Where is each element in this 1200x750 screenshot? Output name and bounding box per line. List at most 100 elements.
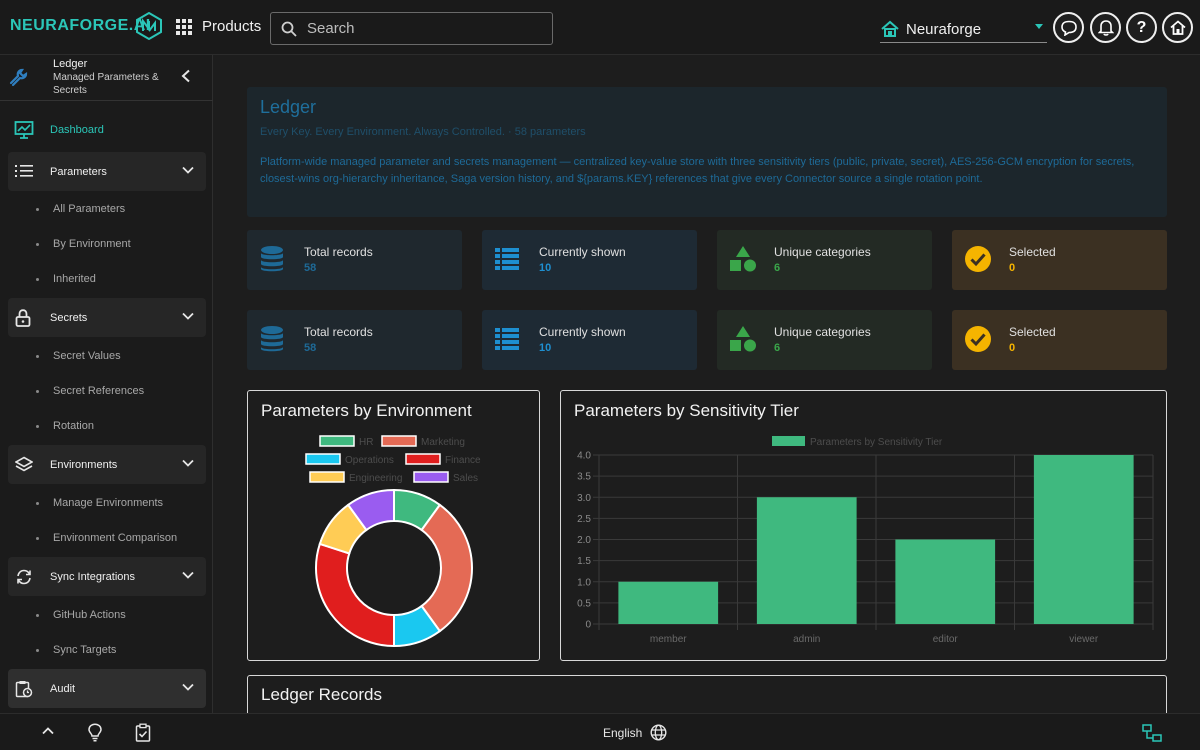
sidebar-item-label: GitHub Actions: [53, 609, 126, 621]
stat-card-selected: Selected 0: [952, 230, 1167, 290]
legend-swatch[interactable]: [405, 453, 441, 465]
table-icon: [494, 325, 520, 356]
sidebar-group-label: Parameters: [50, 165, 107, 178]
sidebar-item-label: By Environment: [53, 238, 131, 250]
bar-admin[interactable]: [756, 497, 857, 624]
legend-swatch[interactable]: [309, 471, 345, 483]
stat-card-currently-shown: Currently shown 10: [482, 230, 697, 290]
sidebar-group-audit[interactable]: Audit: [8, 669, 206, 708]
x-tick-label: admin: [793, 634, 820, 645]
search-box[interactable]: [270, 12, 553, 45]
sidebar-item-dashboard[interactable]: Dashboard: [8, 115, 206, 145]
network-devices-icon[interactable]: [1142, 723, 1162, 743]
sidebar-item-rotation[interactable]: Rotation: [36, 420, 94, 432]
legend-swatch[interactable]: [381, 435, 417, 447]
legend-swatch[interactable]: [413, 471, 449, 483]
layers-icon: [15, 456, 33, 472]
collapse-sidebar-icon[interactable]: [180, 69, 192, 83]
page-description: Platform-wide managed parameter and secr…: [260, 156, 1135, 185]
stat-card-unique-categories: Unique categories 6: [717, 230, 932, 290]
legend-swatch[interactable]: [772, 436, 805, 446]
database-icon: [259, 245, 285, 278]
legend-label[interactable]: Finance: [445, 455, 481, 466]
bar-member[interactable]: [618, 581, 719, 624]
sidebar-item-by-environment[interactable]: By Environment: [36, 238, 131, 250]
sidebar-group-label: Sync Integrations: [50, 570, 135, 583]
list-icon: [15, 165, 33, 177]
stat-card-total-records: Total records 58: [247, 310, 462, 370]
bar-editor[interactable]: [895, 539, 996, 625]
legend-swatch[interactable]: [305, 453, 341, 465]
stat-label: Currently shown: [539, 245, 626, 259]
sidebar-group-environments[interactable]: Environments: [8, 445, 206, 484]
sidebar-item-label: Inherited: [53, 273, 96, 285]
monitor-icon: [14, 121, 34, 139]
sidebar-item-label: Rotation: [53, 420, 94, 432]
chevron-up-icon[interactable]: [42, 727, 54, 735]
sidebar-item-label: Secret Values: [53, 350, 121, 362]
bottom-bar: English: [0, 713, 1200, 750]
question-mark-icon: ?: [1136, 18, 1147, 36]
sidebar-group-secrets[interactable]: Secrets: [8, 298, 206, 337]
sensitivity-chart-card: Parameters by Sensitivity Tier Parameter…: [560, 390, 1167, 661]
bell-icon: [1097, 20, 1114, 36]
legend-label[interactable]: Engineering: [349, 473, 402, 484]
legend-label[interactable]: HR: [359, 437, 373, 448]
legend-label[interactable]: Sales: [453, 473, 478, 484]
sidebar-item-label: Dashboard: [50, 124, 104, 136]
sidebar-group-parameters[interactable]: Parameters: [8, 152, 206, 191]
chevron-down-icon: [182, 312, 194, 320]
help-button[interactable]: ?: [1126, 12, 1157, 43]
bar-viewer[interactable]: [1033, 455, 1134, 624]
products-menu[interactable]: Products: [176, 18, 261, 35]
sidebar-item-secret-references[interactable]: Secret References: [36, 385, 144, 397]
chat-button[interactable]: [1053, 12, 1084, 43]
brand-logo[interactable]: NEURAFORGE.AI: [10, 17, 151, 34]
lightbulb-icon[interactable]: [87, 723, 103, 742]
sidebar-item-manage-environments[interactable]: Manage Environments: [36, 497, 163, 509]
legend-label[interactable]: Operations: [345, 455, 394, 466]
environment-chart-card: Parameters by Environment HR Marketing Ope…: [247, 390, 540, 661]
stat-label: Total records: [304, 245, 373, 259]
donut-slice-sales[interactable]: [346, 488, 395, 532]
search-input[interactable]: [307, 20, 527, 37]
language-label: English: [603, 725, 643, 740]
records-title: Ledger Records: [261, 685, 382, 704]
sidebar-item-sync-targets[interactable]: Sync Targets: [36, 644, 116, 656]
stat-card-unique-categories: Unique categories 6: [717, 310, 932, 370]
stat-label: Unique categories: [774, 245, 871, 259]
stat-card-total-records: Total records 58: [247, 230, 462, 290]
y-tick-label: 3.0: [577, 493, 591, 504]
sidebar-item-environment-comparison[interactable]: Environment Comparison: [36, 532, 177, 544]
clipboard-check-icon[interactable]: [135, 723, 151, 742]
stat-value: 10: [539, 262, 552, 274]
sidebar-item-secret-values[interactable]: Secret Values: [36, 350, 121, 362]
legend-label[interactable]: Parameters by Sensitivity Tier: [810, 437, 943, 448]
apps-grid-icon: [176, 18, 192, 35]
y-tick-label: 1.0: [577, 577, 591, 588]
sidebar-group-label: Environments: [50, 458, 118, 471]
sidebar-item-all-parameters[interactable]: All Parameters: [36, 203, 125, 215]
database-icon: [259, 325, 285, 358]
x-tick-label: viewer: [1069, 634, 1099, 645]
sidebar-title: Ledger: [53, 58, 88, 70]
home-button[interactable]: [1162, 12, 1193, 43]
sidebar: Ledger Managed Parameters & Secrets Dash…: [0, 55, 213, 713]
org-selector[interactable]: Neuraforge: [880, 16, 1047, 43]
legend-swatch[interactable]: [319, 435, 355, 447]
sidebar-subtitle: Managed Parameters & Secrets: [53, 72, 159, 96]
language-selector[interactable]: English: [603, 724, 667, 741]
org-name: Neuraforge: [906, 20, 982, 38]
sidebar-item-inherited[interactable]: Inherited: [36, 273, 96, 285]
sidebar-group-sync-integrations[interactable]: Sync Integrations: [8, 557, 206, 596]
legend-label[interactable]: Marketing: [421, 437, 465, 448]
notifications-button[interactable]: [1090, 12, 1121, 43]
stat-label: Currently shown: [539, 325, 626, 339]
donut-slice-finance[interactable]: [315, 542, 395, 648]
stat-label: Total records: [304, 325, 373, 339]
records-card: Ledger Records: [247, 675, 1167, 713]
y-tick-label: 3.5: [577, 472, 591, 483]
donut-slice-marketing[interactable]: [420, 503, 473, 633]
sidebar-item-github-actions[interactable]: GitHub Actions: [36, 609, 126, 621]
home-icon: [1169, 20, 1186, 35]
